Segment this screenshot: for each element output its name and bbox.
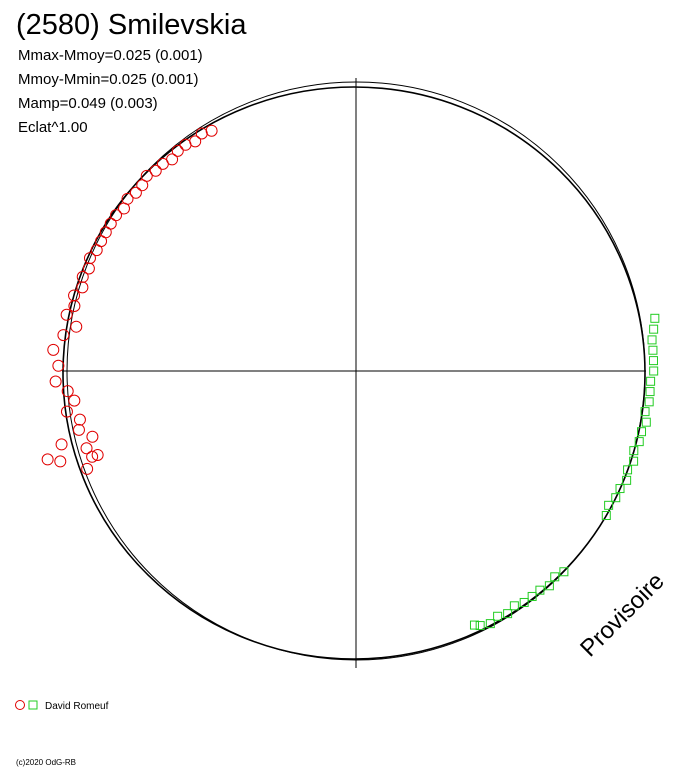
point bbox=[117, 202, 130, 215]
point bbox=[49, 375, 62, 388]
point bbox=[629, 456, 639, 466]
point bbox=[493, 611, 503, 621]
point bbox=[47, 343, 60, 356]
point bbox=[647, 335, 657, 345]
legend-marker bbox=[15, 700, 25, 710]
point bbox=[475, 621, 485, 631]
point bbox=[52, 359, 65, 372]
point bbox=[54, 455, 67, 468]
point bbox=[604, 500, 614, 510]
point bbox=[86, 450, 99, 463]
point bbox=[73, 413, 86, 426]
point bbox=[41, 453, 54, 466]
stat-line: Mmax-Mmoy=0.025 (0.001) bbox=[18, 47, 203, 64]
point bbox=[90, 244, 103, 257]
point bbox=[634, 437, 644, 447]
point bbox=[544, 581, 554, 591]
point bbox=[649, 324, 659, 334]
point bbox=[646, 376, 656, 386]
point bbox=[76, 281, 89, 294]
point bbox=[195, 127, 208, 140]
point bbox=[82, 262, 95, 275]
point bbox=[72, 423, 85, 436]
fit-curve bbox=[62, 86, 646, 660]
point bbox=[61, 385, 74, 398]
point bbox=[469, 620, 479, 630]
point bbox=[110, 209, 123, 222]
point bbox=[55, 438, 68, 451]
point bbox=[156, 157, 169, 170]
chart-title: (2580) Smilevskia bbox=[16, 9, 247, 41]
point bbox=[550, 572, 560, 582]
point bbox=[622, 475, 632, 485]
point bbox=[70, 320, 83, 333]
point bbox=[601, 511, 611, 520]
point bbox=[76, 270, 89, 283]
stat-line: Mamp=0.049 (0.003) bbox=[18, 95, 158, 112]
point bbox=[136, 179, 149, 192]
stat-line: Eclat^1.00 bbox=[18, 119, 88, 136]
point bbox=[68, 394, 81, 407]
legend-marker bbox=[28, 700, 38, 710]
point bbox=[623, 465, 633, 475]
point bbox=[637, 427, 647, 437]
point bbox=[645, 387, 655, 397]
point bbox=[615, 484, 625, 494]
point bbox=[83, 252, 96, 265]
point bbox=[611, 493, 621, 503]
point bbox=[650, 313, 660, 323]
legend-label: David Romeuf bbox=[45, 701, 109, 712]
point bbox=[60, 308, 73, 321]
point bbox=[485, 619, 495, 629]
point bbox=[629, 446, 639, 456]
point bbox=[86, 430, 99, 443]
point bbox=[149, 164, 162, 177]
point bbox=[559, 567, 569, 577]
point bbox=[649, 366, 659, 376]
point bbox=[60, 405, 73, 418]
point bbox=[91, 448, 104, 461]
point bbox=[57, 329, 70, 342]
point bbox=[519, 597, 529, 607]
point bbox=[640, 407, 650, 417]
point bbox=[535, 585, 545, 595]
point bbox=[527, 591, 537, 601]
point bbox=[641, 417, 651, 427]
point bbox=[171, 144, 184, 157]
point bbox=[509, 601, 519, 611]
point bbox=[503, 609, 513, 619]
stat-line: Mmoy-Mmin=0.025 (0.001) bbox=[18, 71, 198, 88]
point bbox=[68, 299, 81, 312]
point bbox=[648, 356, 658, 366]
point bbox=[644, 397, 654, 407]
point bbox=[80, 442, 93, 455]
footer: (c)2020 OdG-RB bbox=[16, 758, 76, 767]
point bbox=[648, 345, 658, 355]
point bbox=[129, 186, 142, 199]
point bbox=[81, 462, 94, 475]
point bbox=[179, 138, 192, 151]
